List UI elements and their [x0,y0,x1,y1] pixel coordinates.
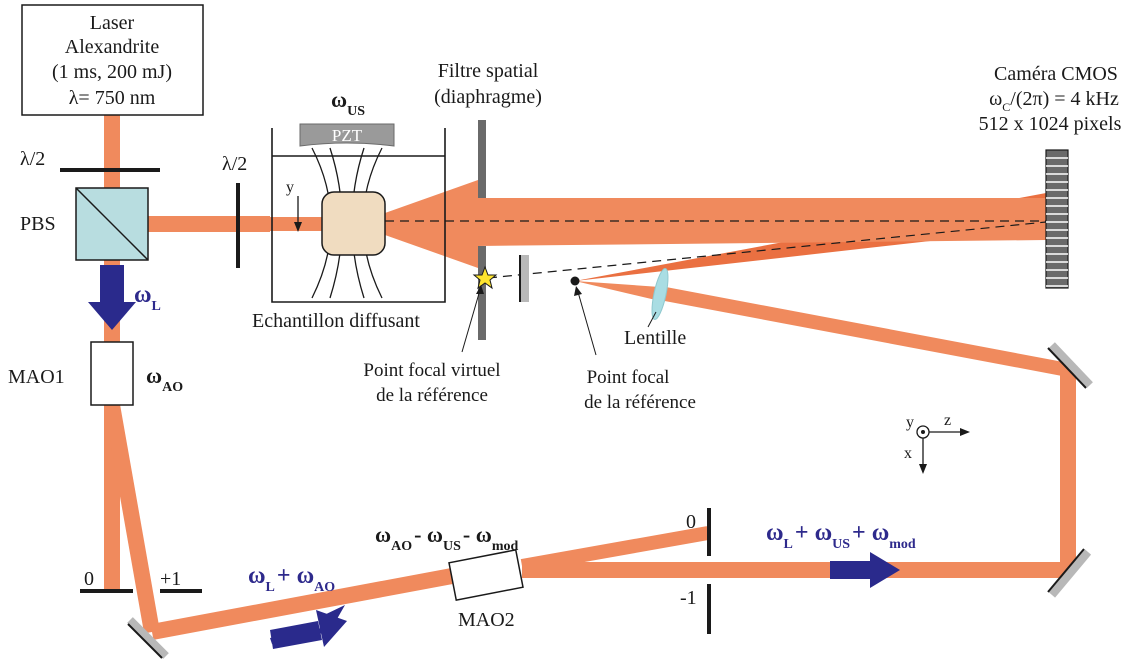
focal-label-line2: de la référence [584,392,696,413]
mao2-box [448,548,524,602]
mao1-label: MAO1 [8,366,65,388]
lens-element [651,268,669,320]
pzt-label: PZT [332,126,363,145]
arrow-right-icon-2 [830,552,900,588]
sample-y-arrow-head [294,222,302,232]
mao1-box [90,341,134,406]
virtual-focal-label-line2: de la référence [376,385,488,406]
omega-l-us-mod: ωL+ ωUS+ ωmod [766,520,916,588]
virtual-focal-pointer-head [476,285,484,294]
camera-pixel-lines [1046,157,1068,287]
beam-paths [104,115,1076,640]
filter-top [478,120,486,198]
omega-ao-us-mod-label: ωAO- ωUS- ωmod [375,522,519,554]
beam-mao1-order-p1 [104,403,160,634]
mao2-order-m1-label: -1 [680,587,697,609]
laser-label-line1: Laser [90,12,135,34]
camera-sensor [1045,149,1069,289]
sample-y-axis-label: y [286,179,294,196]
mao2-order-0-label: 0 [686,511,696,533]
mirror-top-right [1049,342,1093,388]
arrow-right-icon-1-head [316,610,347,647]
focal-pointer-head [574,286,582,296]
omega-l-us-mod-label: ωL+ ωUS+ ωmod [766,520,916,552]
polarizing-beam-splitter: PBS [20,187,149,261]
pzt-transducer [299,123,395,147]
arrow-right-icon-1-body [270,621,322,649]
mao1-order-0-label: 0 [84,568,94,590]
axis-x-arrow-icon [919,464,927,474]
coordinate-axes: y z x [904,412,970,474]
mao1-modulator: MAO1 ωAO [8,341,183,406]
omega-l-arrow: ωL [88,265,161,330]
focal-point-dot [570,276,580,286]
mao2-label: MAO2 [458,609,515,631]
half-wave-label-2: λ/2 [222,153,247,175]
virtual-focal-star-icon [472,265,498,290]
beam-right-mirror-to-lens [658,286,1070,377]
axis-origin-dot [921,430,925,434]
pbs-diagonal [75,187,149,261]
beam-lens-to-focus [575,281,660,301]
mao2-modulator: MAO2 ωAO- ωUS- ωmod [375,522,524,631]
laser-source: Laser Alexandrite (1 ms, 200 mJ) λ= 750 … [21,4,204,116]
axis-z-arrow-icon [960,428,970,436]
filter-label-line1: Filtre spatial [438,60,539,82]
focal-label-line1: Point focal [587,367,670,388]
camera-label-line2: ωC/(2π) = 4 kHz [989,88,1119,114]
half-wave-label-1: λ/2 [20,148,45,170]
mirror-bottom-left-face [127,623,163,659]
mao1-order-p1-label: +1 [160,568,181,590]
camera-label-line3: 512 x 1024 pixels [979,113,1122,135]
sample-label: Echantillon diffusant [252,310,420,332]
axis-y-label: y [906,414,914,431]
mirror-bottom-right [1048,549,1092,598]
cmos-camera: Caméra CMOS ωC/(2π) = 4 kHz 512 x 1024 p… [979,63,1122,289]
omega-l-label: ωL [134,282,161,314]
camera-label-line1: Caméra CMOS [994,63,1118,85]
virtual-focal-pointer [461,289,481,353]
mirror-bottom-left [127,617,169,659]
omega-l-plus-ao: ωL+ ωAO [248,563,347,649]
omega-us-label: ωUS [331,87,365,119]
laser-label-line2: Alexandrite [65,36,160,58]
beam-signal [478,198,1046,246]
focal-pointer [577,291,597,356]
laser-label-line4: λ= 750 nm [69,87,156,109]
reference-axis-dashed [487,221,1047,279]
pbs-label: PBS [20,213,56,235]
filter-label-line2: (diaphragme) [434,86,542,108]
laser-label-line3: (1 ms, 200 mJ) [52,61,172,83]
omega-l-plus-ao-label: ωL+ ωAO [248,563,335,595]
axis-z-label: z [944,412,951,429]
scattering-sample [321,191,386,256]
beam-mirror-to-mao2 [150,568,454,640]
tank-walls [271,128,446,303]
omega-ao-label: ωAO [146,363,183,395]
lens-label: Lentille [624,327,686,349]
laser-box [21,4,204,116]
beam-diffuse-cone [385,180,478,268]
mirror-bottom-right-face [1047,548,1085,593]
virtual-focal-label-line1: Point focal virtuel [363,360,500,381]
arrow-down-icon [88,265,136,330]
lens-pointer [647,311,657,328]
sample-tank: PZT ωUS y Echantillon diffusant [252,87,446,332]
mirror-top-right-face [1047,347,1087,389]
beam-mao2-order-0 [520,526,710,573]
axis-x-label: x [904,445,912,462]
